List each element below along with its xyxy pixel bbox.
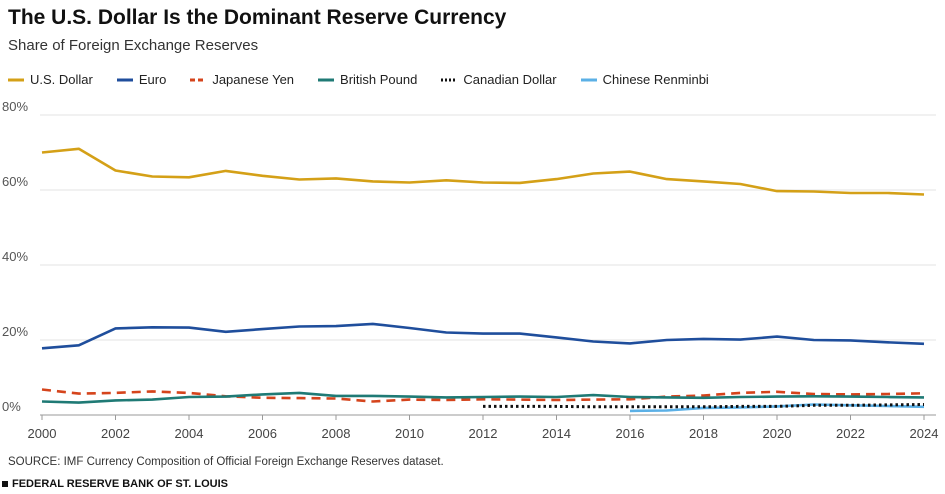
legend-label-euro: Euro [138, 72, 167, 87]
chart-title: The U.S. Dollar Is the Dominant Reserve … [8, 6, 507, 29]
legend-label-u-s-dollar: U.S. Dollar [30, 72, 93, 87]
chart-legend: U.S. Dollar Euro Japanese Yen British Pound… [8, 72, 733, 87]
chart-subtitle: Share of Foreign Exchange Reserves [8, 37, 259, 54]
x-tick-label: 2012 [469, 426, 498, 441]
y-tick-label: 40% [2, 249, 28, 264]
legend-label-chinese-renminbi: Chinese Renminbi [602, 72, 709, 87]
series-line-japanese-yen [41, 388, 925, 403]
x-tick-label: 2022 [836, 426, 865, 441]
footer-org: FEDERAL RESERVE BANK OF ST. LOUIS [2, 478, 228, 490]
footer-square-icon [2, 481, 8, 487]
series-line-u-s-dollar [41, 147, 925, 196]
x-tick-label: 2004 [175, 426, 204, 441]
x-tick-label: 2000 [28, 426, 57, 441]
x-tick-label: 2008 [322, 426, 351, 441]
legend-swatch-japanese-yen [190, 74, 207, 86]
source-note: SOURCE: IMF Currency Composition of Offi… [8, 456, 444, 468]
legend-swatch-chinese-renminbi [580, 74, 597, 86]
legend-label-british-pound: British Pound [340, 72, 418, 87]
x-tick-label: 2020 [763, 426, 792, 441]
legend-item-japanese-yen: Japanese Yen [190, 72, 294, 87]
line-chart: 0% 20% 40% 60% 80% 2000 2002 2004 2006 2008 2010 20… [2, 100, 939, 441]
legend-label-japanese-yen: Japanese Yen [212, 72, 295, 87]
x-tick-label: 2002 [101, 426, 130, 441]
x-tick-label: 2010 [395, 426, 424, 441]
footer-org-label: FEDERAL RESERVE BANK OF ST. LOUIS [12, 478, 228, 490]
x-tick-label: 2018 [689, 426, 718, 441]
legend-label-canadian-dollar: Canadian Dollar [463, 72, 557, 87]
series-line-canadian-dollar [483, 403, 925, 409]
series-line-euro [41, 322, 925, 350]
y-tick-label: 0% [2, 399, 21, 414]
legend-item-chinese-renminbi: Chinese Renminbi [580, 72, 709, 87]
legend-item-canadian-dollar: Canadian Dollar [441, 72, 557, 87]
x-tick-label: 2016 [616, 426, 645, 441]
x-tick-label: 2024 [910, 426, 939, 441]
x-tick-label: 2006 [248, 426, 277, 441]
legend-swatch-u-s-dollar [8, 74, 24, 86]
y-tick-label: 80% [2, 100, 28, 114]
y-tick-label: 20% [2, 324, 28, 339]
legend-swatch-euro [116, 74, 133, 86]
legend-item-euro: Euro [116, 72, 167, 87]
series-line-british-pound [41, 391, 925, 404]
x-tick-label: 2014 [542, 426, 571, 441]
legend-swatch-canadian-dollar [441, 74, 458, 86]
legend-item-british-pound: British Pound [318, 72, 417, 87]
y-tick-label: 60% [2, 174, 28, 189]
legend-item-u-s-dollar: U.S. Dollar [8, 72, 93, 87]
legend-swatch-british-pound [318, 74, 335, 86]
